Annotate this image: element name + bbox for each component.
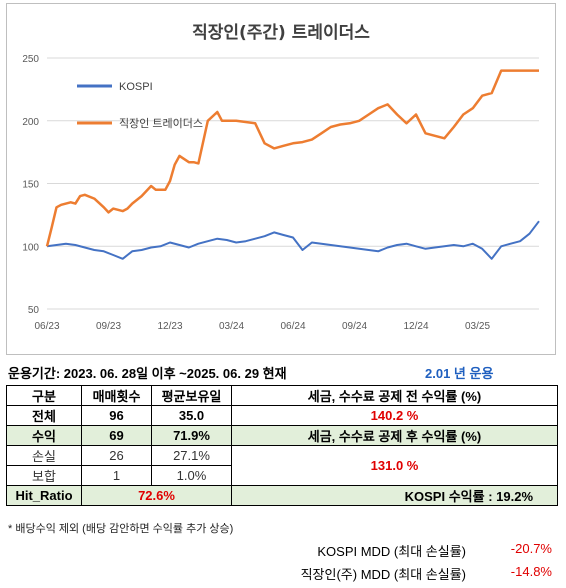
dividend-note: * 배당수익 제외 (배당 감안하면 수익률 추가 상승): [8, 523, 234, 535]
header-category: 구분: [6, 385, 82, 406]
series-line-kospi: [46, 220, 540, 260]
table-row-total: 전체 96 35.0 140.2 %: [6, 405, 558, 426]
x-tick-label: 03/25: [465, 321, 490, 332]
loss-trades: 26: [81, 445, 152, 466]
years-text: 2.01 년 운용: [425, 366, 494, 381]
total-trades: 96: [81, 405, 152, 426]
x-tick-label: 03/24: [219, 321, 244, 332]
y-tick-label: 250: [22, 54, 39, 65]
legend-label: 직장인 트레이더스: [119, 117, 203, 130]
hit-ratio-label: Hit_Ratio: [6, 485, 82, 506]
x-tick-label: 06/24: [280, 321, 305, 332]
x-tick-label: 09/23: [96, 321, 121, 332]
header-hold: 평균보유일: [151, 385, 232, 406]
kospi-mdd-value: -20.7%: [510, 541, 552, 556]
y-tick-label: 200: [22, 117, 39, 128]
chart-panel: 직장인(주간) 트레이더스 50 100 150 200 250 06/23 09/23 12/…: [6, 3, 556, 355]
header-trades: 매매횟수: [81, 385, 152, 406]
flat-trades: 1: [81, 465, 152, 486]
x-tick-label: 12/23: [157, 321, 182, 332]
table-header-row: 구분 매매횟수 평균보유일 세금, 수수료 공제 전 수익률 (%): [6, 385, 558, 406]
flat-hold: 1.0%: [151, 465, 232, 486]
profit-trades: 69: [81, 425, 152, 446]
header-return-before: 세금, 수수료 공제 전 수익률 (%): [231, 385, 558, 406]
table-row-hit-ratio: Hit_Ratio 72.6% KOSPI 수익률 : 19.2%: [6, 485, 558, 506]
total-hold: 35.0: [151, 405, 232, 426]
y-tick-label: 50: [28, 305, 40, 316]
loss-hold: 27.1%: [151, 445, 232, 466]
kospi-mdd-label: KOSPI MDD (최대 손실률): [317, 544, 466, 559]
y-tick-label: 100: [22, 242, 39, 253]
y-tick-label: 150: [22, 180, 39, 191]
total-label: 전체: [6, 405, 82, 426]
period-text: 운용기간: 2023. 06. 28일 이후 ~2025. 06. 29 현재: [8, 366, 287, 381]
strategy-mdd-label: 직장인(주) MDD (최대 손실률): [300, 567, 466, 582]
return-after-value: 131.0 %: [231, 445, 558, 486]
series-line-strategy: [45, 69, 539, 247]
x-tick-label: 09/24: [342, 321, 367, 332]
flat-label: 보합: [6, 465, 82, 486]
hit-ratio-value: 72.6%: [81, 485, 232, 506]
return-before-value: 140.2 %: [231, 405, 558, 426]
x-tick-label: 12/24: [403, 321, 428, 332]
x-tick-label: 06/23: [34, 321, 59, 332]
chart-title: 직장인(주간) 트레이더스: [192, 23, 370, 43]
table-row-loss: 손실 26 27.1% 131.0 %: [6, 445, 558, 486]
legend-label: KOSPI: [119, 81, 153, 93]
loss-label: 손실: [6, 445, 82, 466]
profit-hold: 71.9%: [151, 425, 232, 446]
table-row-profit: 수익 69 71.9% 세금, 수수료 공제 후 수익률 (%): [6, 425, 558, 446]
line-chart: 직장인(주간) 트레이더스 50 100 150 200 250 06/23 09/23 12/…: [22, 23, 540, 332]
profit-label: 수익: [6, 425, 82, 446]
stats-table: 구분 매매횟수 평균보유일 세금, 수수료 공제 전 수익률 (%) 전체 96…: [6, 385, 558, 506]
kospi-return: KOSPI 수익률 : 19.2%: [231, 485, 558, 506]
header-return-after: 세금, 수수료 공제 후 수익률 (%): [231, 425, 558, 446]
strategy-mdd-value: -14.8%: [510, 564, 552, 579]
